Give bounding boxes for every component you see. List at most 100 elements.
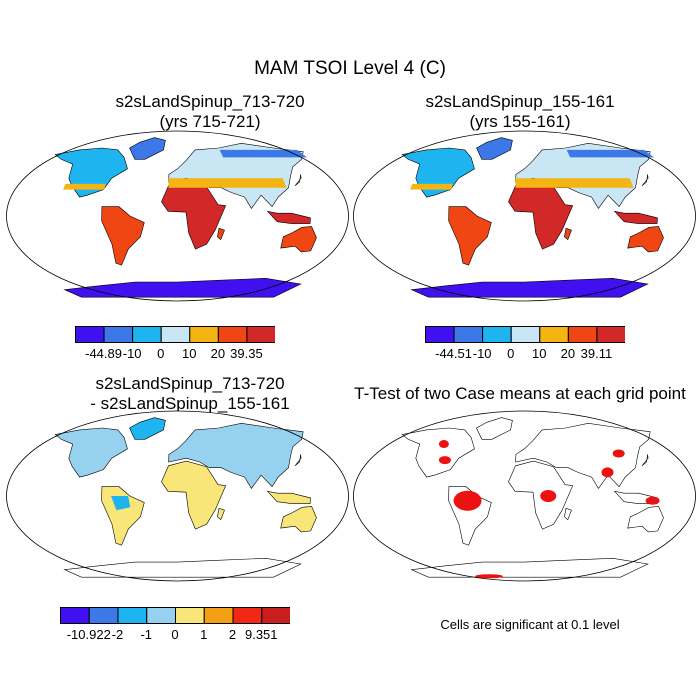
significant-cells (438, 456, 451, 465)
panel-title-line1: s2sLandSpinup_713-720 (95, 374, 285, 393)
cool-anomaly-amazon (111, 496, 131, 511)
colorbar-box (189, 326, 219, 343)
landmass-antarctica (63, 277, 302, 298)
landmass-southAmerica (101, 206, 145, 266)
map-panel-difference (6, 410, 349, 582)
landmass-greenland (129, 417, 166, 440)
landmass-eurasia (168, 422, 304, 489)
landmass-antarctica (63, 557, 302, 578)
colorbar-box (75, 326, 105, 343)
landmass-northAmerica (54, 427, 128, 478)
colorbar-label: 0 (157, 346, 165, 361)
panel-title-line2: (yrs 155-161) (469, 112, 571, 131)
colorbar-box (103, 326, 134, 343)
colorbar-box (510, 326, 541, 343)
landmass-indonesia (266, 490, 311, 504)
colorbar-label: 1 (200, 627, 208, 642)
map-panel-mean-155-161 (353, 130, 696, 302)
cold-band-siberia (566, 149, 655, 158)
landmass-australia (627, 226, 664, 253)
significant-cells (474, 574, 503, 579)
map-border (353, 410, 696, 582)
landmass-southAmerica (101, 486, 145, 546)
panel-title-line2: - s2sLandSpinup_155-161 (90, 394, 290, 413)
colorbar-label: -10 (122, 346, 142, 361)
landmass-indonesia (266, 210, 311, 224)
colorbar-box (146, 607, 176, 624)
landmass-australia (280, 506, 317, 533)
colorbar-box (425, 326, 455, 343)
colorbar-box (175, 607, 205, 624)
landmass-greenland (476, 137, 513, 160)
landmass-madagascar (564, 227, 572, 241)
colorbar-label: -2 (111, 627, 124, 642)
warm-band-north-america (63, 183, 106, 190)
colorbar-box (261, 607, 290, 624)
colorbar-top-left: -44.89 -10 0 10 20 39.35 (75, 326, 275, 362)
colorbar-label: 10 (532, 346, 547, 361)
panel-title-line1: s2sLandSpinup_155-161 (425, 92, 615, 111)
significant-cells (453, 490, 482, 511)
map-panel-mean-713-720 (6, 130, 349, 302)
landmass-japan (294, 174, 302, 187)
map-border (6, 130, 349, 302)
colorbar-box (453, 326, 484, 343)
panel-title-line1: T-Test of two Case means at each grid po… (354, 384, 686, 403)
significant-cells (438, 440, 449, 449)
colorbar-label: 2 (228, 627, 237, 642)
colorbar-label: -44.89 (85, 346, 122, 361)
landmass-greenland (476, 417, 513, 440)
colorbar-label: -1 (140, 627, 153, 642)
colorbar-top-right: -44.51 -10 0 10 20 39.11 (425, 326, 625, 362)
landmass-japan (641, 174, 649, 187)
landmass-madagascar (217, 227, 225, 241)
colorbar-box (232, 607, 263, 624)
map-panel-ttest (353, 410, 696, 582)
colorbar-label: 0 (507, 346, 515, 361)
colorbar-label: 39.35 (230, 346, 263, 361)
colorbar-box (482, 326, 512, 343)
colorbar-box (117, 607, 148, 624)
figure-title: MAM TSOI Level 4 (C) (254, 58, 446, 79)
colorbar-boxes (425, 326, 625, 343)
panel-title-bottom-right: T-Test of two Case means at each grid po… (340, 384, 700, 404)
colorbar-box (160, 326, 191, 343)
colorbar-box (246, 326, 275, 343)
colorbar-label: 20 (210, 346, 226, 361)
colorbar-label: 9.351 (244, 627, 278, 642)
colorbar-box (217, 326, 248, 343)
colorbar-label: -44.51 (435, 346, 472, 361)
colorbar-box (88, 607, 119, 624)
panel-title-top-right: s2sLandSpinup_155-161 (yrs 155-161) (370, 92, 670, 132)
significance-note: Cells are significant at 0.1 level (440, 617, 620, 632)
landmass-japan (294, 454, 302, 467)
colorbar-box (203, 607, 234, 624)
cold-band-siberia (219, 149, 308, 158)
colorbar-boxes (60, 607, 290, 624)
map-border (353, 130, 696, 302)
colorbar-box (60, 607, 90, 624)
colorbar-label: 39.11 (580, 346, 613, 361)
colorbar-boxes (75, 326, 275, 343)
warm-band-north-america (410, 183, 453, 190)
significant-cells (601, 467, 614, 478)
colorbar-box (539, 326, 569, 343)
colorbar-label: 20 (560, 346, 576, 361)
colorbar-box (567, 326, 598, 343)
significant-cells (645, 496, 660, 505)
landmass-greenland (129, 137, 166, 160)
landmass-madagascar (217, 507, 225, 521)
landmass-madagascar (564, 507, 572, 521)
landmass-africa (161, 460, 227, 530)
panel-title-line2: (yrs 715-721) (159, 112, 261, 131)
panel-title-line1: s2sLandSpinup_713-720 (115, 92, 305, 111)
landmass-antarctica (410, 277, 649, 298)
landmass-antarctica (410, 557, 649, 578)
landmass-australia (627, 506, 664, 533)
warm-band-eurasia (515, 178, 634, 188)
significant-cells (540, 490, 557, 502)
landmass-indonesia (613, 210, 658, 224)
significant-cells (612, 449, 625, 458)
colorbar-label: 10 (182, 346, 197, 361)
landmass-australia (280, 226, 317, 253)
